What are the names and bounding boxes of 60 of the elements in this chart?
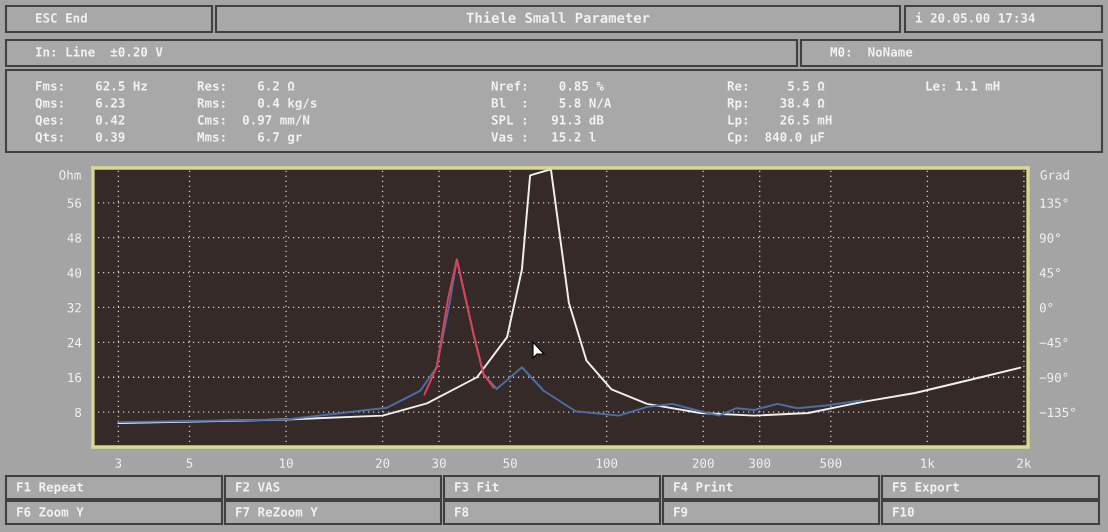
x-tick-label: 2k <box>1017 458 1032 468</box>
y2-axis-title: Grad <box>1040 169 1069 180</box>
y2-tick-label: −90° <box>1039 372 1068 383</box>
text: i 20.05.00 17:34 <box>915 12 1035 23</box>
x-tick-label: 50 <box>503 458 517 468</box>
text: F5 Export <box>893 482 959 495</box>
y2-tick-label: −135° <box>1039 407 1075 418</box>
text: Cp: 840.0 µF <box>727 132 825 145</box>
y2-tick-label: −45° <box>1039 337 1068 348</box>
text: Vas : 15.2 l <box>491 131 596 142</box>
text: F2 VAS <box>236 482 280 492</box>
x-tick-label: 100 <box>596 458 618 468</box>
text: Re: 5.5 Ω <box>727 81 825 91</box>
y-tick-label: 56 <box>67 198 82 208</box>
text: F8 <box>455 507 469 517</box>
y2-tick-label: 0° <box>1039 303 1053 313</box>
x-tick-label: 1k <box>921 458 935 468</box>
text: ESC End <box>36 12 87 23</box>
x-tick-label: 500 <box>820 458 842 468</box>
y-tick-label: 16 <box>68 372 82 383</box>
text: F4 Print <box>674 481 733 492</box>
text: F7 ReZoom Y <box>236 507 318 517</box>
x-tick-label: 3 <box>115 458 122 468</box>
text: Cms: 0.97 mm/N <box>197 115 310 126</box>
text: Res: 6.2 Ω <box>197 81 295 91</box>
y-tick-label: 32 <box>67 303 81 313</box>
chart-title: Thiele Small Parameter <box>466 11 650 24</box>
text: Rms: 0.4 kg/s <box>197 97 317 111</box>
text: Qts: 0.39 <box>35 132 125 144</box>
x-tick-label: 200 <box>692 458 714 468</box>
y-tick-label: 24 <box>67 337 82 348</box>
text: Nref: 0.85 % <box>491 80 604 91</box>
text: Lp: 26.5 mH <box>728 115 832 128</box>
x-tick-label: 10 <box>280 458 293 468</box>
y2-tick-label: 45° <box>1039 268 1060 278</box>
y-tick-label: 8 <box>75 407 82 418</box>
x-tick-label: 5 <box>186 458 193 468</box>
text: F10 <box>893 507 914 517</box>
text: Fms: 62.5 Hz <box>36 81 147 91</box>
y-tick-label: 40 <box>67 268 82 278</box>
text: Rp: 38.4 Ω <box>727 98 825 111</box>
x-tick-label: 20 <box>375 458 390 468</box>
text: F9 <box>674 507 688 517</box>
text: F6 Zoom Y <box>17 507 84 517</box>
y-tick-label: 48 <box>67 233 82 243</box>
text: Qes: 0.42 <box>35 115 125 127</box>
text: F3 Fit <box>455 481 499 492</box>
y-axis-title: Ohm <box>59 169 81 180</box>
y2-tick-label: 135° <box>1040 198 1068 208</box>
text: F1 Repeat <box>17 482 83 495</box>
x-tick-label: 30 <box>432 458 446 468</box>
text: Bl : 5.8 N/A <box>491 97 612 109</box>
text: Mms: 6.7 gr <box>197 132 302 145</box>
x-tick-label: 300 <box>749 458 771 468</box>
text: M0: NoName <box>830 47 913 57</box>
text: Le: 1.1 mH <box>926 81 1000 91</box>
text: In: Line ±0.20 V <box>36 46 163 57</box>
text: SPL : 91.3 dB <box>491 114 604 125</box>
y2-tick-label: 90° <box>1039 233 1060 243</box>
text: Qms: 6.23 <box>35 98 125 110</box>
